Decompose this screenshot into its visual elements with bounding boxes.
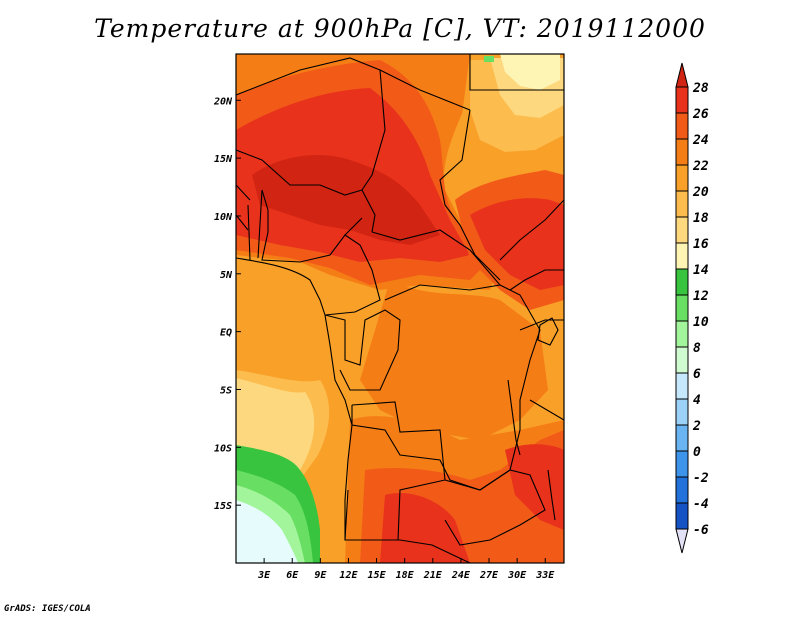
colorbar-segment — [675, 112, 689, 140]
chart-title: Temperature at 900hPa [C], VT: 201911200… — [94, 14, 706, 43]
lon-label: 9E — [314, 570, 327, 581]
colorbar-label: 8 — [693, 341, 701, 356]
field-ne-14 — [500, 54, 560, 90]
lon-label: 24E — [451, 570, 471, 581]
colorbar-segment — [675, 268, 689, 296]
field-southwest-pale — [236, 500, 298, 563]
colorbar-label: 6 — [693, 367, 701, 382]
colorbar-label: 14 — [693, 263, 709, 278]
border-benin-togo — [247, 189, 263, 261]
border-cameroon — [324, 234, 381, 316]
lake-victoria — [537, 317, 559, 346]
lat-label: 10S — [214, 443, 232, 454]
lon-label: 33E — [535, 570, 555, 581]
lat-label: 5S — [220, 385, 232, 396]
lon-label: 30E — [507, 570, 527, 581]
colorbar-segment — [675, 346, 689, 374]
lat-label: 20N — [213, 96, 233, 107]
lon-label: 12E — [339, 570, 358, 581]
colorbar-segment — [675, 502, 689, 530]
field-east-26 — [470, 198, 564, 290]
coast-bight — [236, 257, 326, 316]
lat-label: 5N — [220, 270, 233, 281]
colorbar-label: 28 — [692, 81, 709, 96]
colorbar-segment — [675, 86, 689, 114]
colorbar-label: 18 — [693, 211, 709, 226]
border-car — [371, 229, 502, 301]
colorbar-segment — [675, 398, 689, 426]
colorbar-label: -2 — [693, 471, 709, 486]
lon-label: 15E — [368, 570, 387, 581]
colorbar-label: 20 — [692, 185, 709, 200]
temperature-field — [236, 54, 564, 563]
colorbar-segment — [675, 190, 689, 218]
border-zambia — [444, 469, 546, 546]
colorbar-label: 22 — [692, 159, 709, 174]
colorbar-segment — [675, 138, 689, 166]
colorbar-label: 0 — [693, 445, 701, 460]
lon-label: 18E — [396, 570, 415, 581]
lat-label: 10N — [214, 212, 233, 223]
border-tanzania — [519, 319, 564, 421]
lake-malawi — [547, 469, 556, 521]
border-gabon-congo — [324, 309, 401, 391]
colorbar-label: 10 — [693, 315, 709, 330]
colorbar-label: 12 — [693, 289, 709, 304]
field-southeast-26 — [505, 444, 564, 530]
colorbar-label: 24 — [692, 133, 709, 148]
border-algeria-libya — [236, 57, 471, 111]
colorbar-segment — [675, 242, 689, 270]
border-namibia — [345, 539, 471, 563]
lon-label: 3E — [257, 570, 271, 581]
colorbar-label: 26 — [692, 107, 709, 122]
border-niger-chad — [361, 69, 386, 233]
colorbar-label: -4 — [693, 497, 709, 512]
colorbar-label: 4 — [693, 393, 701, 408]
field-angola-16 — [236, 378, 315, 470]
colorbar-segment — [675, 320, 689, 348]
colorbar-label: 2 — [692, 419, 701, 434]
colorbar-label: -6 — [693, 523, 709, 538]
colorbar-top-arrow — [675, 62, 689, 88]
border-nigeria — [261, 189, 363, 263]
lat-label: 15N — [214, 154, 233, 165]
colorbar-label: 16 — [693, 237, 709, 252]
lon-label: 21E — [423, 570, 443, 581]
lon-label: 27E — [479, 570, 499, 581]
colorbar-segment — [675, 450, 689, 478]
longitude-axis: 3E 6E 9E 12E 15E 18E 21E 24E 27E 30E 33E — [257, 558, 555, 581]
border-ne-egypt — [469, 54, 564, 91]
field-south-26 — [380, 492, 470, 563]
field-green-speck — [484, 56, 494, 62]
lat-label: EQ — [220, 328, 232, 339]
colorbar-segment — [675, 424, 689, 452]
colorbar-bottom-arrow — [675, 528, 689, 554]
colorbar-segment — [675, 164, 689, 192]
border-east — [499, 199, 564, 291]
lat-label: 15S — [214, 501, 232, 512]
border-mali-niger — [236, 149, 363, 196]
credit-label: GrADS: IGES/COLA — [4, 604, 91, 614]
colorbar-segment — [675, 294, 689, 322]
border-small-west — [236, 184, 251, 231]
field-congo-22 — [360, 280, 548, 440]
lon-label: 6E — [286, 570, 299, 581]
coast-west — [324, 314, 353, 540]
colorbar-segment — [675, 216, 689, 244]
field-north-28 — [252, 155, 440, 245]
latitude-axis: 20N 15N 10N 5N EQ 5S 10S 15S — [213, 96, 241, 512]
country-borders — [236, 54, 564, 563]
lake-tanganyika — [507, 379, 521, 456]
plot-frame — [235, 53, 565, 564]
colorbar-segment — [675, 476, 689, 504]
colorbar-segment — [675, 372, 689, 400]
